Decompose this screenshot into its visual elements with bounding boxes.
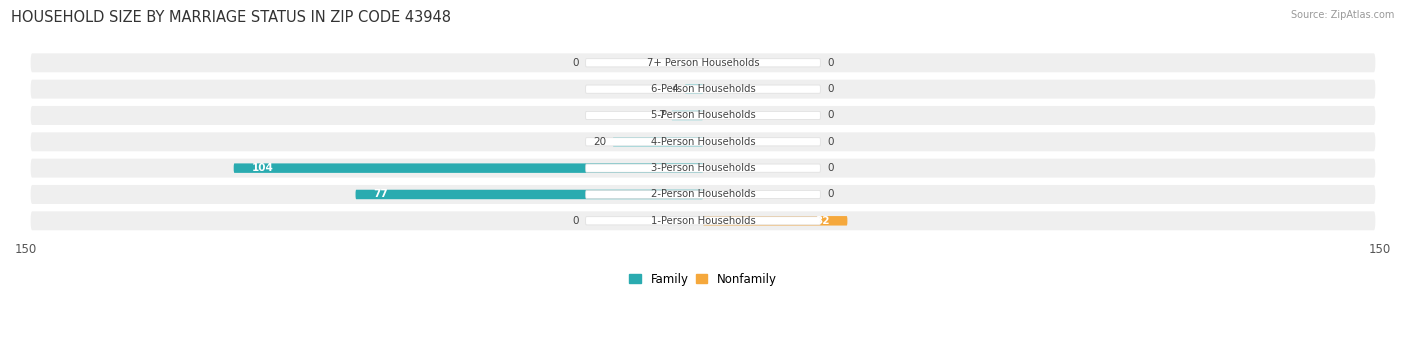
FancyBboxPatch shape [685, 85, 703, 94]
Text: 3-Person Households: 3-Person Households [651, 163, 755, 173]
FancyBboxPatch shape [586, 59, 820, 67]
FancyBboxPatch shape [586, 217, 820, 225]
FancyBboxPatch shape [586, 190, 820, 198]
Text: 2-Person Households: 2-Person Households [651, 190, 755, 199]
Text: 0: 0 [827, 190, 834, 199]
Text: 1-Person Households: 1-Person Households [651, 216, 755, 226]
Text: 32: 32 [815, 216, 830, 226]
Legend: Family, Nonfamily: Family, Nonfamily [630, 273, 776, 286]
Text: 4-Person Households: 4-Person Households [651, 137, 755, 147]
Text: 0: 0 [827, 163, 834, 173]
FancyBboxPatch shape [586, 112, 820, 120]
Text: 6-Person Households: 6-Person Households [651, 84, 755, 94]
FancyBboxPatch shape [31, 80, 1375, 99]
Text: 20: 20 [593, 137, 606, 147]
Text: 0: 0 [827, 137, 834, 147]
FancyBboxPatch shape [613, 137, 703, 147]
Text: 5-Person Households: 5-Person Households [651, 110, 755, 120]
FancyBboxPatch shape [31, 132, 1375, 151]
FancyBboxPatch shape [31, 159, 1375, 178]
Text: 0: 0 [572, 58, 579, 68]
Text: 0: 0 [572, 216, 579, 226]
Text: 0: 0 [827, 110, 834, 120]
Text: 7+ Person Households: 7+ Person Households [647, 58, 759, 68]
FancyBboxPatch shape [586, 138, 820, 146]
Text: 77: 77 [374, 190, 388, 199]
FancyBboxPatch shape [586, 164, 820, 172]
FancyBboxPatch shape [586, 85, 820, 93]
Text: 0: 0 [827, 58, 834, 68]
FancyBboxPatch shape [31, 53, 1375, 72]
Text: 7: 7 [658, 110, 665, 120]
Text: 4: 4 [672, 84, 678, 94]
FancyBboxPatch shape [233, 163, 703, 173]
Text: Source: ZipAtlas.com: Source: ZipAtlas.com [1291, 10, 1395, 20]
Text: HOUSEHOLD SIZE BY MARRIAGE STATUS IN ZIP CODE 43948: HOUSEHOLD SIZE BY MARRIAGE STATUS IN ZIP… [11, 10, 451, 25]
FancyBboxPatch shape [31, 185, 1375, 204]
FancyBboxPatch shape [31, 211, 1375, 230]
FancyBboxPatch shape [672, 111, 703, 120]
FancyBboxPatch shape [356, 190, 703, 199]
FancyBboxPatch shape [703, 216, 848, 225]
Text: 104: 104 [252, 163, 274, 173]
FancyBboxPatch shape [31, 106, 1375, 125]
Text: 0: 0 [827, 84, 834, 94]
